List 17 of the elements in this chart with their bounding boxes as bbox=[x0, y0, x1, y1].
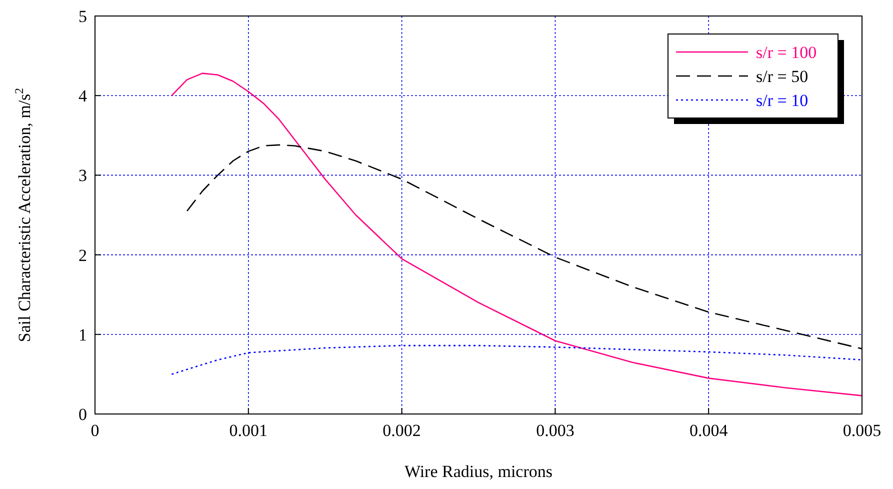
y-tick-label: 5 bbox=[78, 7, 87, 26]
x-tick-label: 0.005 bbox=[842, 421, 882, 440]
x-tick-label: 0.001 bbox=[229, 421, 268, 440]
legend-label: s/r = 50 bbox=[756, 67, 808, 86]
legend-label: s/r = 100 bbox=[756, 43, 817, 62]
y-tick-label: 0 bbox=[78, 405, 87, 424]
line-series bbox=[171, 72, 863, 396]
y-tick-label: 3 bbox=[78, 166, 87, 186]
y-tick-label: 1 bbox=[78, 325, 87, 344]
x-tick-label: 0.002 bbox=[382, 421, 421, 440]
y-tick-label: 4 bbox=[78, 86, 88, 106]
x-axis-title: Wire Radius, microns bbox=[404, 462, 553, 481]
y-tick-label: 2 bbox=[78, 246, 87, 265]
x-tick-label: 0 bbox=[90, 421, 100, 440]
legend-label: s/r = 10 bbox=[756, 91, 808, 110]
x-tick-label: 0.003 bbox=[536, 421, 574, 440]
x-tick-label: 0.004 bbox=[689, 421, 728, 440]
